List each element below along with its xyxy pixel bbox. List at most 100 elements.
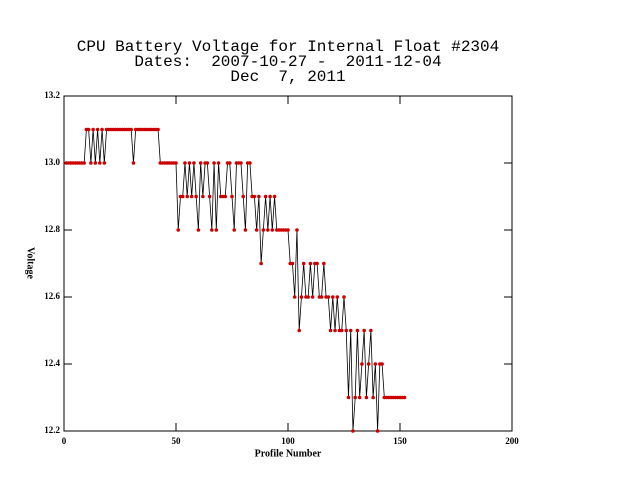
data-point bbox=[268, 194, 272, 199]
data-point bbox=[306, 295, 310, 299]
data-point bbox=[326, 295, 331, 299]
data-point bbox=[216, 161, 221, 165]
x-tick-label: 0 bbox=[62, 436, 67, 446]
y-tick-label: 13.2 bbox=[44, 90, 60, 100]
data-point bbox=[286, 228, 290, 232]
data-point bbox=[95, 127, 100, 132]
data-point bbox=[344, 328, 349, 333]
data-point bbox=[371, 395, 375, 400]
data-point bbox=[243, 228, 248, 232]
data-point bbox=[295, 228, 299, 232]
y-axis-label: Voltage bbox=[25, 247, 36, 279]
data-point bbox=[102, 161, 107, 165]
data-point bbox=[362, 328, 366, 333]
data-point bbox=[348, 328, 353, 333]
data-point bbox=[310, 295, 315, 299]
x-tick-label: 150 bbox=[393, 436, 407, 446]
chart-title: CPU Battery Voltage for Internal Float #… bbox=[77, 38, 499, 56]
data-point bbox=[373, 362, 378, 366]
data-point bbox=[290, 261, 295, 266]
data-point bbox=[131, 161, 136, 165]
data-point bbox=[223, 194, 228, 199]
data-point bbox=[355, 328, 360, 333]
data-point bbox=[98, 161, 102, 165]
data-point bbox=[301, 261, 306, 266]
data-point bbox=[248, 161, 252, 165]
data-point bbox=[86, 127, 91, 132]
data-point bbox=[194, 194, 198, 199]
x-tick-label: 50 bbox=[172, 436, 182, 446]
data-point bbox=[210, 228, 214, 232]
data-point bbox=[333, 328, 337, 333]
data-point bbox=[308, 261, 313, 266]
data-point bbox=[239, 161, 243, 165]
data-point bbox=[366, 362, 371, 366]
data-point bbox=[91, 127, 95, 132]
data-point bbox=[232, 228, 237, 232]
data-point bbox=[351, 429, 355, 433]
data-point bbox=[100, 127, 104, 132]
data-point bbox=[266, 228, 270, 232]
plot-frame bbox=[63, 95, 513, 432]
data-point bbox=[360, 362, 364, 366]
x-axis-label: Profile Number bbox=[255, 448, 322, 459]
data-point bbox=[214, 228, 219, 232]
data-point bbox=[129, 127, 133, 132]
data-point bbox=[380, 362, 384, 366]
data-point bbox=[375, 429, 380, 433]
data-point bbox=[331, 295, 335, 299]
data-point bbox=[261, 228, 266, 232]
data-point bbox=[185, 194, 189, 199]
y-tick-label: 12.2 bbox=[44, 425, 60, 435]
x-tick-label: 200 bbox=[505, 436, 519, 446]
data-point bbox=[257, 194, 261, 199]
data-point bbox=[252, 194, 257, 199]
data-point bbox=[315, 261, 319, 266]
data-point bbox=[183, 161, 187, 165]
y-tick-label: 12.6 bbox=[44, 291, 60, 301]
data-point bbox=[82, 161, 86, 165]
data-point bbox=[263, 194, 268, 199]
data-point bbox=[369, 328, 373, 333]
data-point bbox=[174, 161, 178, 165]
data-point bbox=[353, 395, 358, 400]
data-point bbox=[357, 395, 362, 400]
y-tick-label: 12.4 bbox=[44, 358, 60, 368]
data-point bbox=[259, 261, 263, 266]
x-tick-label: 100 bbox=[281, 436, 295, 446]
data-point bbox=[205, 161, 210, 165]
y-tick-label: 13.0 bbox=[44, 157, 60, 167]
data-point bbox=[176, 228, 181, 232]
y-tick-label: 12.8 bbox=[44, 224, 60, 234]
data-point bbox=[89, 161, 93, 165]
data-point bbox=[299, 295, 304, 299]
data-point bbox=[346, 395, 351, 400]
data-point bbox=[335, 295, 340, 299]
data-point bbox=[180, 194, 185, 199]
data-point bbox=[189, 194, 194, 199]
data-point bbox=[192, 161, 196, 165]
data-point bbox=[297, 328, 302, 333]
data-point bbox=[230, 194, 234, 199]
data-point bbox=[187, 161, 192, 165]
data-point bbox=[241, 194, 245, 199]
data-point bbox=[270, 228, 275, 232]
data-point bbox=[402, 395, 407, 400]
data-point bbox=[292, 295, 297, 299]
chart-subtitle: Dates: 2007-10-27 - 2011-12-04 bbox=[134, 53, 441, 71]
data-point bbox=[322, 261, 326, 266]
data-point bbox=[227, 161, 232, 165]
data-point bbox=[319, 295, 324, 299]
data-point bbox=[198, 161, 203, 165]
data-point bbox=[328, 328, 333, 333]
data-point bbox=[156, 127, 160, 132]
data-point bbox=[201, 194, 205, 199]
chart-date: Dec 7, 2011 bbox=[230, 68, 345, 86]
data-point bbox=[207, 194, 212, 199]
data-point bbox=[339, 328, 344, 333]
data-point bbox=[93, 161, 98, 165]
data-point bbox=[364, 395, 369, 400]
data-point bbox=[342, 295, 346, 299]
